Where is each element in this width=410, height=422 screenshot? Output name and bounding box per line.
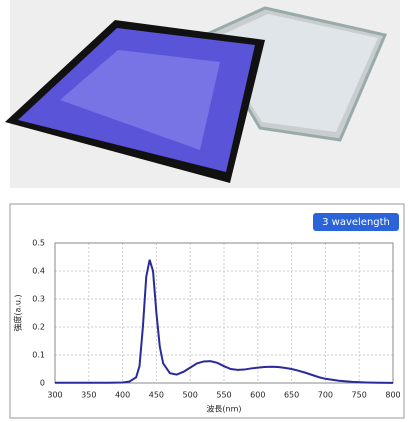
x-tick-label: 400 bbox=[115, 391, 130, 400]
y-tick-label: 0.2 bbox=[32, 323, 45, 332]
x-tick-label: 750 bbox=[352, 391, 367, 400]
x-tick-label: 500 bbox=[183, 391, 198, 400]
x-tick-label: 650 bbox=[284, 391, 299, 400]
y-tick-label: 0.4 bbox=[32, 267, 45, 276]
x-tick-label: 800 bbox=[385, 391, 400, 400]
x-tick-label: 300 bbox=[47, 391, 62, 400]
chart-frame bbox=[9, 203, 405, 419]
x-tick-label: 350 bbox=[81, 391, 96, 400]
y-tick-label: 0 bbox=[40, 379, 45, 388]
y-tick-label: 0.1 bbox=[32, 351, 45, 360]
x-axis-label: 波長(nm) bbox=[206, 404, 241, 414]
y-tick-label: 0.5 bbox=[32, 239, 45, 248]
y-tick-label: 0.3 bbox=[32, 295, 45, 304]
x-tick-label: 700 bbox=[318, 391, 333, 400]
x-tick-label: 550 bbox=[216, 391, 231, 400]
y-axis-label: 強度(a.u.) bbox=[13, 294, 23, 331]
badge-text: 3 wavelength bbox=[322, 217, 390, 228]
x-tick-label: 600 bbox=[250, 391, 265, 400]
badge bbox=[313, 213, 399, 231]
x-tick-label: 450 bbox=[149, 391, 164, 400]
spectrum-line bbox=[55, 259, 394, 384]
photo bbox=[5, 0, 400, 188]
plot-frame bbox=[54, 242, 394, 384]
